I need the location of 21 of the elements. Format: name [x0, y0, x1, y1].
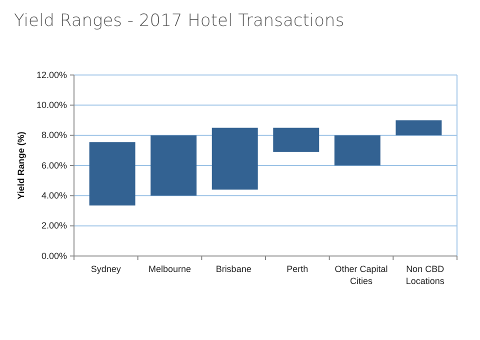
bar	[212, 128, 258, 190]
y-tick-label: 6.00%	[41, 160, 67, 170]
y-tick-label: 8.00%	[41, 130, 67, 140]
bar	[396, 120, 442, 136]
y-tick-label: 4.00%	[41, 190, 67, 201]
x-tick-label: Melbourne	[148, 264, 192, 274]
x-tick-label: Non CBD Locations	[406, 264, 445, 286]
bar	[273, 128, 320, 152]
chart-title: Yield Ranges - 2017 Hotel Transactions	[14, 11, 344, 31]
bar	[150, 135, 197, 196]
y-tick-label: 0.00%	[41, 250, 67, 261]
x-tick-label: Sydney	[90, 264, 122, 274]
y-tick-label: 12.00%	[36, 70, 67, 80]
y-tick-label: 2.00%	[41, 220, 67, 231]
bar	[334, 135, 380, 166]
x-tick-label: Other Capital Cities	[334, 264, 388, 286]
x-tick-label: Perth	[286, 264, 308, 274]
bar	[89, 142, 136, 206]
x-tick-label: Brisbane	[216, 264, 252, 274]
y-axis-title: Yield Range (%)	[16, 132, 26, 200]
y-tick-label: 10.00%	[36, 100, 67, 110]
